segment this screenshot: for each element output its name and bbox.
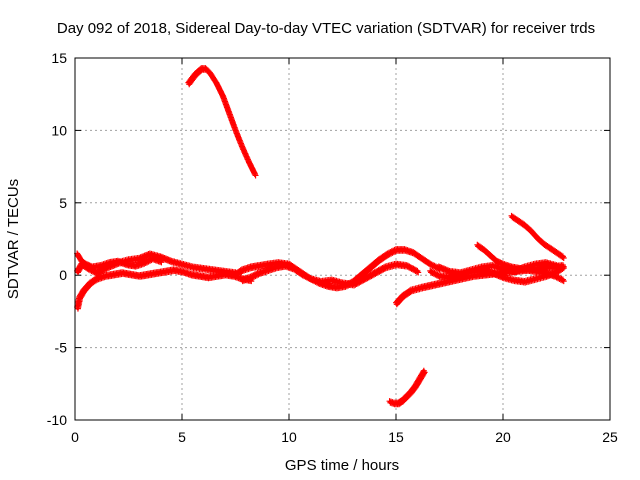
data-point [560, 278, 567, 285]
y-tick-label: 10 [51, 122, 67, 138]
y-tick-label: -5 [55, 340, 68, 356]
data-point [554, 263, 561, 270]
y-tick-label: 0 [59, 267, 67, 283]
y-tick-label: -10 [47, 412, 67, 428]
y-tick-label: 5 [59, 195, 67, 211]
x-tick-label: 25 [602, 429, 618, 445]
grid [75, 58, 610, 420]
x-axis-label: GPS time / hours [285, 457, 399, 474]
x-tick-label: 0 [71, 429, 79, 445]
chart-title: Day 092 of 2018, Sidereal Day-to-day VTE… [57, 20, 595, 37]
series-arc-3 [74, 250, 165, 272]
x-tick-label: 15 [388, 429, 404, 445]
series-arc-11 [508, 212, 567, 261]
series-arc-2 [74, 266, 255, 312]
axis-ticks: 0 5 10 15 20 25 -10 -5 0 5 10 15 [47, 50, 618, 445]
series-arc-6 [238, 246, 443, 292]
data-point [252, 172, 259, 179]
data-point [560, 254, 567, 261]
series-arc-7 [386, 367, 428, 408]
data-point [158, 259, 165, 266]
x-tick-label: 10 [281, 429, 297, 445]
y-tick-label: 15 [51, 50, 67, 66]
plot-frame [74, 57, 611, 421]
series-arc-12 [435, 259, 561, 277]
data-point [421, 369, 428, 376]
data-point [560, 265, 567, 272]
data-point [415, 269, 422, 276]
x-tick-label: 5 [178, 429, 186, 445]
x-tick-label: 20 [495, 429, 511, 445]
data-points [74, 65, 567, 408]
y-axis-label: SDTVAR / TECUs [5, 179, 22, 299]
series-arc-4 [185, 65, 259, 179]
